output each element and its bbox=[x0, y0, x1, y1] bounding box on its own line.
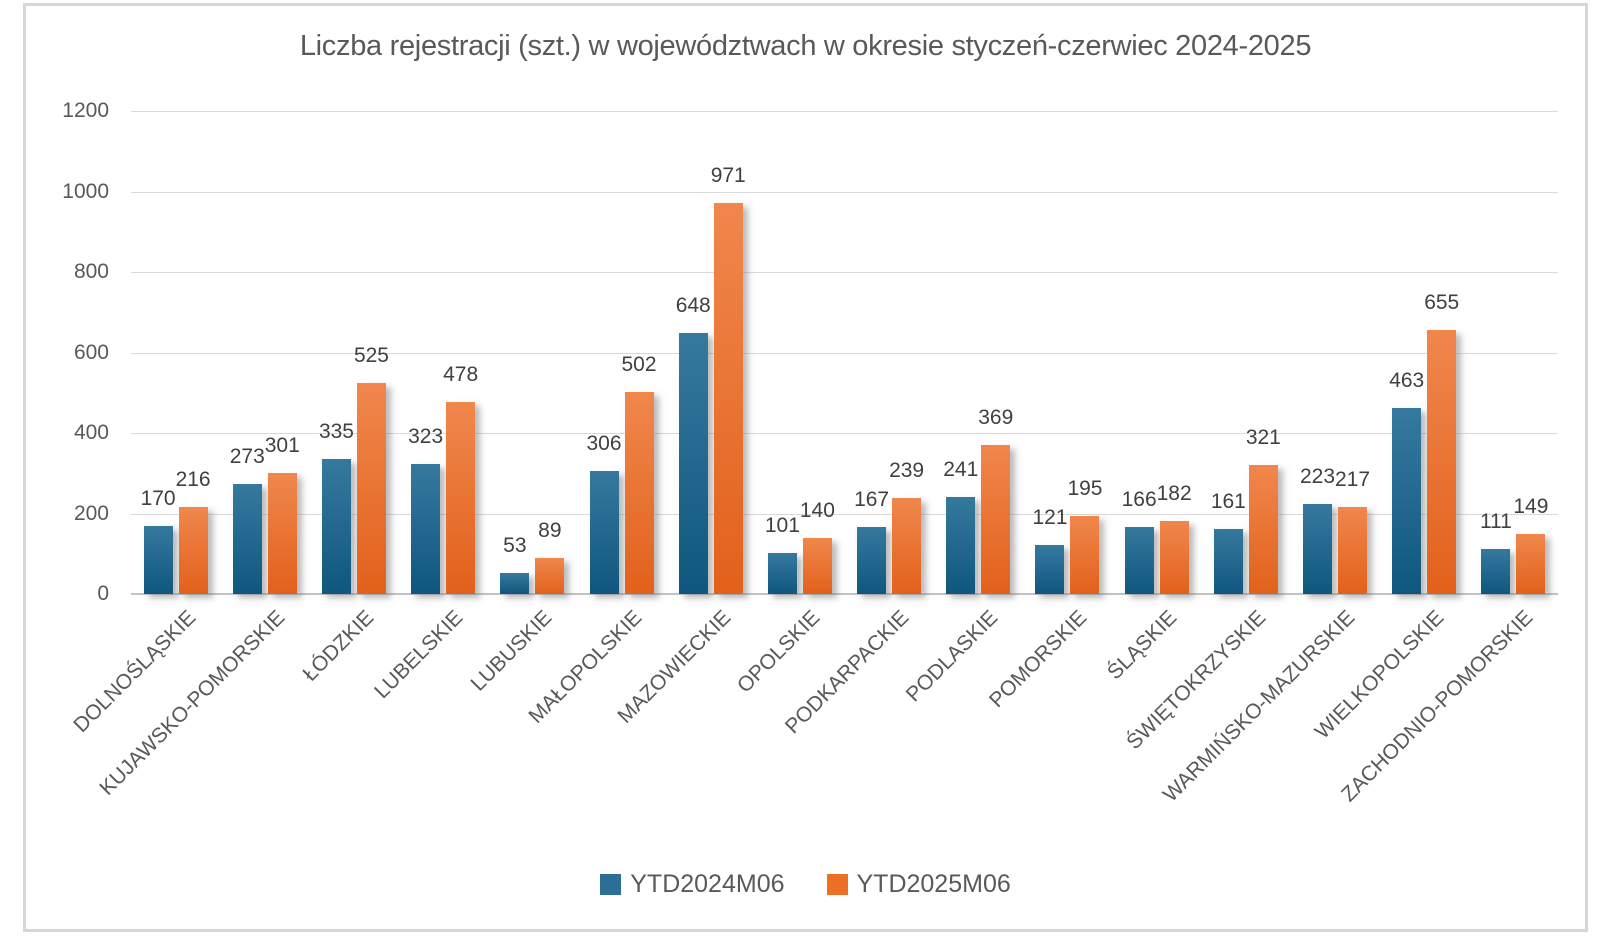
bar-ytd2025m06-0 bbox=[178, 507, 208, 594]
y-axis-tick-label: 400 bbox=[73, 421, 109, 444]
bar-ytd2025m06-12 bbox=[1248, 464, 1278, 594]
bar-ytd2025m06-1 bbox=[267, 472, 297, 594]
data-label: 149 bbox=[1513, 495, 1549, 519]
data-label: 241 bbox=[943, 457, 979, 481]
y-axis-tick-label: 600 bbox=[73, 340, 109, 364]
gridline bbox=[131, 352, 1558, 354]
bar-ytd2025m06-9 bbox=[981, 445, 1011, 594]
bar-ytd2024m06-4 bbox=[500, 572, 530, 594]
data-label: 463 bbox=[1389, 368, 1425, 392]
data-label: 239 bbox=[889, 458, 925, 482]
gridline bbox=[131, 191, 1558, 193]
bar-ytd2024m06-2 bbox=[321, 459, 351, 594]
gridline bbox=[131, 272, 1558, 273]
gridline bbox=[131, 111, 1558, 112]
bar-ytd2024m06-11 bbox=[1124, 527, 1154, 594]
data-label: 306 bbox=[586, 431, 622, 455]
gridline bbox=[131, 513, 1558, 515]
data-label: 101 bbox=[764, 514, 800, 538]
bar-ytd2024m06-9 bbox=[946, 496, 976, 594]
data-label: 335 bbox=[318, 420, 354, 444]
data-label: 525 bbox=[353, 343, 389, 367]
y-axis-tick-label: 800 bbox=[73, 260, 109, 283]
data-label: 216 bbox=[175, 468, 211, 492]
x-axis-line bbox=[131, 593, 1558, 595]
bar-ytd2025m06-5 bbox=[624, 391, 654, 594]
bar-ytd2025m06-3 bbox=[446, 401, 476, 594]
bar-ytd2024m06-10 bbox=[1035, 545, 1065, 594]
bar-ytd2025m06-6 bbox=[713, 203, 743, 594]
chart-frame: Liczba rejestracji (szt.) w województwac… bbox=[23, 3, 1588, 932]
bar-ytd2024m06-6 bbox=[678, 333, 708, 594]
data-label: 971 bbox=[710, 164, 746, 188]
bar-ytd2025m06-11 bbox=[1159, 520, 1189, 594]
data-label: 195 bbox=[1067, 476, 1103, 500]
data-label: 223 bbox=[1300, 465, 1336, 489]
bar-ytd2024m06-15 bbox=[1481, 549, 1511, 594]
data-label: 170 bbox=[140, 486, 176, 510]
legend-swatch-ytd2025m06 bbox=[826, 874, 848, 895]
legend-label: YTD2025M06 bbox=[856, 870, 1011, 898]
y-axis-tick-label: 1000 bbox=[62, 179, 109, 203]
y-axis-tick-label: 0 bbox=[97, 582, 109, 605]
data-label: 478 bbox=[443, 362, 479, 386]
legend-swatch-ytd2024m06 bbox=[600, 874, 622, 895]
data-label: 167 bbox=[854, 487, 890, 511]
data-label: 111 bbox=[1479, 510, 1512, 534]
data-label: 121 bbox=[1032, 506, 1068, 530]
bar-ytd2024m06-0 bbox=[143, 525, 173, 594]
y-axis-tick-label: 1200 bbox=[62, 99, 109, 122]
bar-ytd2024m06-13 bbox=[1303, 504, 1333, 594]
bar-ytd2024m06-1 bbox=[232, 484, 262, 594]
data-label: 166 bbox=[1121, 488, 1157, 512]
data-label: 655 bbox=[1424, 291, 1460, 315]
bar-ytd2025m06-13 bbox=[1338, 506, 1368, 594]
bar-ytd2024m06-5 bbox=[589, 470, 619, 594]
bar-ytd2025m06-2 bbox=[356, 382, 386, 594]
data-label: 53 bbox=[503, 533, 527, 557]
y-axis-tick-label: 200 bbox=[73, 501, 109, 525]
chart-legend: YTD2024M06 YTD2025M06 bbox=[26, 870, 1585, 899]
legend-label: YTD2024M06 bbox=[630, 870, 785, 898]
gridline bbox=[131, 433, 1558, 434]
data-label: 182 bbox=[1156, 481, 1192, 505]
data-label: 161 bbox=[1210, 490, 1246, 514]
bar-ytd2025m06-10 bbox=[1070, 515, 1100, 594]
plot-area: 0 200 400 600 800 1000 1200 170 216 DOLNOŚLĄSKIE 2… bbox=[62, 99, 1558, 807]
data-label: 140 bbox=[799, 498, 835, 522]
bar-ytd2025m06-14 bbox=[1427, 330, 1457, 594]
bar-ytd2024m06-7 bbox=[767, 553, 797, 594]
data-label: 273 bbox=[229, 445, 265, 469]
data-label: 323 bbox=[408, 424, 444, 448]
data-label: 217 bbox=[1335, 467, 1371, 491]
data-label: 89 bbox=[538, 519, 562, 543]
bar-ytd2025m06-4 bbox=[535, 558, 565, 594]
bar-ytd2024m06-12 bbox=[1213, 529, 1243, 594]
bar-ytd2024m06-14 bbox=[1392, 407, 1422, 594]
data-label: 369 bbox=[978, 406, 1014, 430]
data-label: 648 bbox=[675, 294, 711, 318]
bar-ytd2024m06-8 bbox=[857, 526, 887, 594]
bar-ytd2025m06-15 bbox=[1516, 534, 1546, 594]
legend-item: YTD2024M06 bbox=[600, 870, 785, 899]
data-label: 321 bbox=[1245, 425, 1281, 449]
data-label: 301 bbox=[264, 433, 300, 457]
bar-ytd2025m06-7 bbox=[802, 537, 832, 594]
bar-ytd2025m06-8 bbox=[892, 497, 922, 594]
data-label: 502 bbox=[621, 352, 657, 376]
bar-ytd2024m06-3 bbox=[411, 463, 441, 594]
chart-title: Liczba rejestracji (szt.) w województwac… bbox=[299, 30, 1312, 62]
legend-item: YTD2025M06 bbox=[826, 870, 1011, 899]
